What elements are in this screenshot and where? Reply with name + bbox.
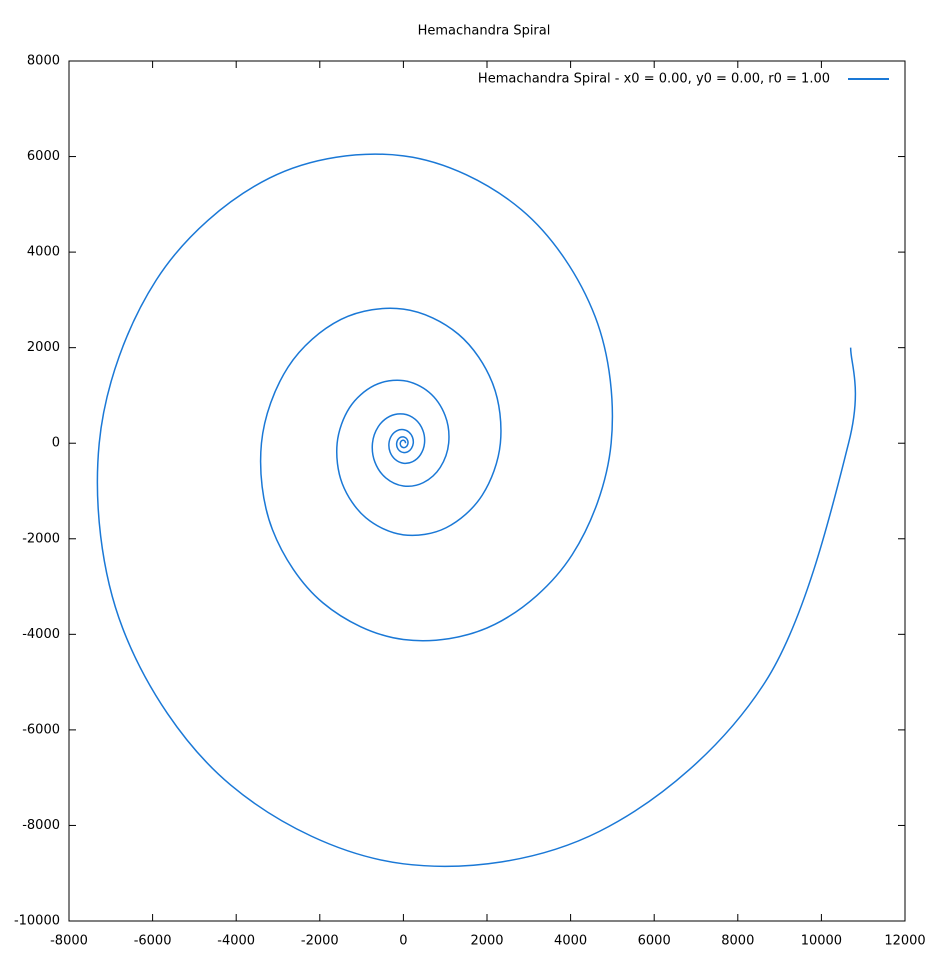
x-tick-label: 4000	[554, 934, 587, 949]
y-tick-label: 8000	[27, 54, 60, 69]
plot-border	[68, 60, 906, 922]
y-tick-label: -6000	[22, 722, 60, 737]
x-tick-label: 6000	[638, 934, 671, 949]
y-tick-label: -8000	[22, 818, 60, 833]
x-tick-label: -4000	[217, 934, 255, 949]
y-tick-label: 0	[52, 436, 60, 451]
chart-title: Hemachandra Spiral	[418, 24, 551, 39]
x-tick-label: 10000	[801, 934, 842, 949]
y-tick-label: 4000	[27, 245, 60, 260]
legend-label: Hemachandra Spiral - x0 = 0.00, y0 = 0.0…	[478, 72, 830, 87]
x-tick-label: 12000	[884, 934, 925, 949]
y-tick-label: -2000	[22, 531, 60, 546]
y-tick-label: 2000	[27, 340, 60, 355]
y-tick-label: 6000	[27, 149, 60, 164]
y-tick-label: -4000	[22, 627, 60, 642]
y-tick-label: -10000	[14, 914, 60, 929]
x-tick-label: 0	[399, 934, 407, 949]
x-tick-label: 8000	[721, 934, 754, 949]
spiral-line	[96, 153, 857, 868]
x-tick-label: -8000	[50, 934, 88, 949]
x-tick-label: -2000	[301, 934, 339, 949]
x-tick-label: 2000	[470, 934, 503, 949]
x-tick-label: -6000	[134, 934, 172, 949]
